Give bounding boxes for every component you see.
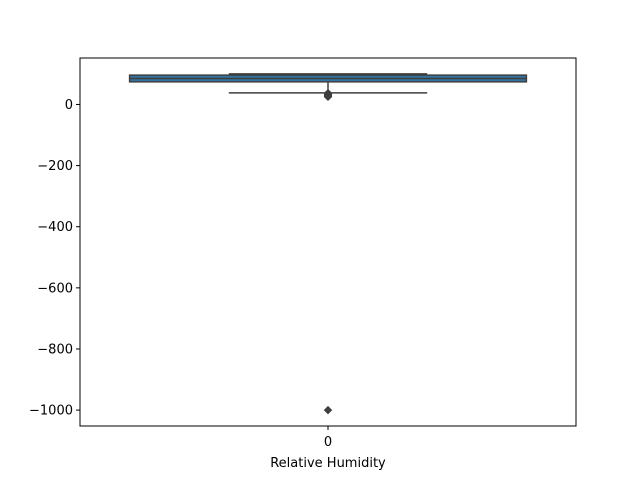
x-axis-label: Relative Humidity <box>270 456 386 471</box>
plot-marks <box>128 73 528 415</box>
y-tick-label: −800 <box>37 342 73 357</box>
y-tick-label: −200 <box>37 159 73 174</box>
y-axis: 0 −200 −400 −600 −800 −1000 <box>29 98 80 419</box>
x-tick-label: 0 <box>324 435 332 450</box>
y-tick-label: −1000 <box>29 404 73 419</box>
y-tick-label: −400 <box>37 220 73 235</box>
y-tick-label: −600 <box>37 281 73 296</box>
outlier-point <box>323 92 333 102</box>
outlier-point <box>323 405 333 415</box>
x-axis: 0 <box>324 426 332 450</box>
y-tick-label: 0 <box>65 98 73 113</box>
